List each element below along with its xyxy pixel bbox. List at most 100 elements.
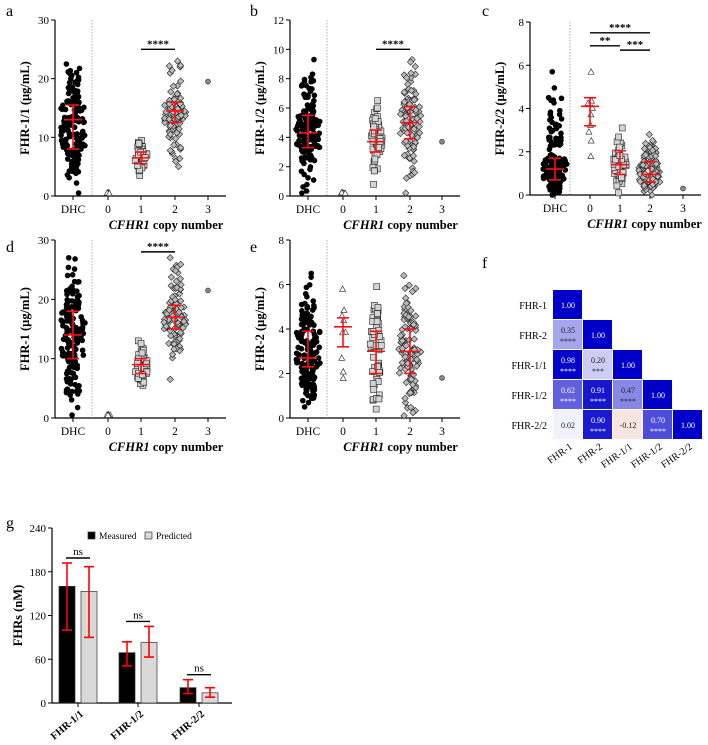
row-label: FHR-1/1 [511,361,547,372]
data-point [73,69,80,76]
row-label: FHR-2/2 [511,421,547,432]
significance-label: ns [194,663,204,675]
data-point [299,149,306,155]
data-point [410,157,418,165]
data-point [138,371,146,379]
significance-label: ns [73,546,83,558]
data-point [140,378,148,386]
data-point [63,61,70,67]
data-point [413,355,421,364]
chart-panel-g: 0 60 120 180 240 FHRs (nM) FHR-1/1 ns FHR-1/2 ns F… [11,523,232,742]
x-tick-label: 1 [373,204,379,216]
data-point [58,137,65,144]
data-point [298,132,304,139]
data-point [174,163,183,171]
y-tick-label: 30 [38,15,50,27]
data-point [60,309,67,315]
y-axis-label: FHR-1 (µg/mL) [18,287,32,371]
data-point [374,104,381,112]
data-point [298,143,305,150]
data-point [309,86,315,92]
heatmap-cell [583,320,612,349]
data-point [304,102,311,108]
data-point [81,119,87,125]
data-point [396,110,405,118]
y-tick-label: 10 [38,354,50,366]
data-point [311,56,317,63]
data-point [69,388,75,395]
cell-value: 0.91 [591,386,605,395]
data-point [170,345,178,353]
data-point [66,168,73,174]
cell-stars: **** [590,427,606,436]
data-point [298,328,305,335]
y-tick-label: 6 [519,60,525,72]
data-point [303,367,309,374]
cell-stars: **** [590,397,606,406]
y-axis-label: FHR-2 (µg/mL) [253,287,267,371]
panel-letter-b: b [250,3,258,20]
data-point [373,283,381,291]
x-axis-label-gene: CFHR1 [587,217,628,231]
y-tick-label: 6 [279,103,285,115]
data-point [177,77,185,85]
data-point [70,88,76,94]
cell-stars: **** [560,337,576,346]
data-point [652,152,660,160]
data-point [406,58,415,66]
data-point [64,338,71,344]
data-point [69,283,75,290]
data-point [405,281,413,289]
x-axis-label-rest: copy number [150,440,224,454]
data-point [300,155,307,161]
data-point [311,92,318,99]
data-point [310,298,317,304]
data-point [165,62,173,70]
group-3 [680,185,686,192]
data-point [561,156,568,162]
chart-panel-e: 0 2 4 6 8 DHC 0 1 2 3 FHR-2 (µg/mL) CFHR1 copy numb… [253,235,460,454]
column-label: FHR-1/2 [629,441,664,470]
cell-stars: *** [592,367,604,376]
group-1 [132,337,151,389]
data-point [302,92,309,99]
data-point [179,324,187,332]
data-point [77,108,83,114]
data-point [64,272,71,279]
data-point [315,355,322,361]
legend-swatch-predicted [144,531,153,540]
data-point [63,287,70,294]
data-point [137,340,145,347]
data-point [134,161,142,169]
data-point [641,151,650,159]
data-point [374,303,382,311]
column-label: FHR-1 [546,441,575,466]
data-point [79,128,86,135]
data-point [303,388,310,394]
data-point [372,405,380,413]
data-point [294,141,300,147]
data-point [375,395,383,403]
data-point [64,98,70,105]
heatmap-cell [613,380,642,409]
column-label: FHR-1/1 [599,441,634,470]
heatmap-cell [613,410,642,439]
data-point [309,351,315,357]
data-point [298,316,305,322]
y-axis-label: FHRs (nM) [11,585,25,646]
heatmap-cell [583,410,612,439]
data-point [615,163,623,170]
data-point [409,408,417,417]
x-tick-label: DHC [543,203,568,215]
data-point [177,144,185,152]
data-point [64,386,71,393]
significance-label: ns [133,609,143,621]
data-point [79,347,86,354]
data-point [301,404,308,410]
group-3 [205,287,211,294]
x-tick-label: 1 [373,426,379,438]
data-point [403,129,411,137]
cell-value: 1.00 [621,361,635,370]
data-point [618,124,626,132]
data-point [166,130,175,138]
